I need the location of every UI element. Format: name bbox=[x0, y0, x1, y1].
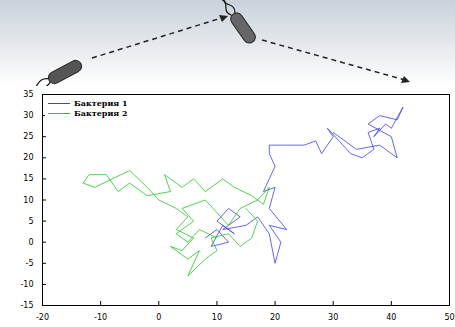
svg-text:35: 35 bbox=[23, 90, 33, 99]
svg-text:20: 20 bbox=[23, 153, 33, 162]
svg-text:40: 40 bbox=[386, 313, 396, 322]
svg-text:20: 20 bbox=[270, 313, 280, 322]
svg-text:-10: -10 bbox=[94, 313, 107, 322]
svg-text:-15: -15 bbox=[20, 301, 33, 310]
svg-text:5: 5 bbox=[28, 217, 33, 226]
svg-text:-20: -20 bbox=[36, 313, 49, 322]
svg-text:-10: -10 bbox=[20, 280, 33, 289]
svg-text:30: 30 bbox=[23, 111, 33, 120]
svg-text:50: 50 bbox=[444, 313, 454, 322]
html-text:Бактерия 2: Бактерия 2 bbox=[74, 108, 128, 118]
html-text:Бактерия 1: Бактерия 1 bbox=[74, 98, 128, 108]
svg-text:0: 0 bbox=[28, 238, 33, 247]
svg-text:0: 0 bbox=[156, 313, 161, 322]
svg-text:-5: -5 bbox=[26, 259, 34, 268]
svg-text:15: 15 bbox=[23, 174, 33, 183]
svg-text:10: 10 bbox=[23, 196, 33, 205]
svg-text:10: 10 bbox=[212, 313, 222, 322]
svg-text:25: 25 bbox=[23, 132, 33, 141]
svg-text:30: 30 bbox=[328, 313, 338, 322]
